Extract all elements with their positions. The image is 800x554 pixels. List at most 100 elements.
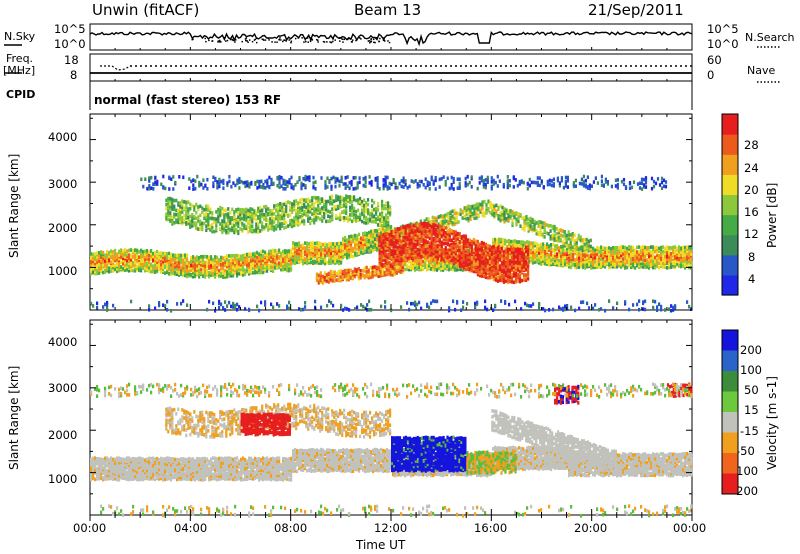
- power-main-band: [222, 264, 225, 269]
- power-main-band: [604, 262, 607, 266]
- power-main-band: [650, 255, 653, 260]
- power-main-band: [252, 261, 255, 266]
- power-top-sparse: [238, 176, 241, 181]
- power-top-sparse: [420, 179, 423, 184]
- power-rising-band: [375, 233, 379, 238]
- power-falling-band: [539, 222, 542, 226]
- power-main-band: [644, 249, 647, 254]
- power-main-band: [680, 257, 683, 262]
- power-main-band: [672, 245, 675, 250]
- power-falling-band: [535, 228, 538, 233]
- power-falling-band: [527, 227, 530, 231]
- power-main-band: [196, 258, 199, 262]
- power-upper-band: [351, 213, 354, 217]
- power-upper-band: [189, 214, 192, 219]
- power-upper-band: [177, 208, 180, 213]
- power-main-band: [604, 265, 607, 269]
- power-top-sparse: [458, 177, 461, 182]
- power-rising-band: [463, 206, 466, 210]
- power-falling-band: [563, 241, 566, 246]
- power-main-band: [256, 259, 259, 263]
- power-main-band: [288, 256, 291, 261]
- power-main-band: [314, 254, 317, 259]
- power-main-band: [150, 257, 153, 261]
- power-top-sparse: [512, 185, 515, 189]
- power-top-sparse: [486, 180, 489, 184]
- power-upper-band: [339, 205, 342, 209]
- power-upper-band: [209, 207, 212, 211]
- power-main-band: [414, 261, 417, 265]
- power-top-sparse: [498, 179, 501, 183]
- noise-search-dot: [348, 37, 351, 40]
- power-main-band: [324, 261, 327, 266]
- power-upper-band: [239, 209, 242, 214]
- power-falling-band: [501, 217, 504, 222]
- power-main-band: [204, 267, 207, 272]
- power-main-band: [222, 258, 225, 262]
- power-upper-band: [261, 212, 264, 216]
- power-main-band: [364, 245, 367, 250]
- power-top-sparse: [594, 176, 597, 180]
- power-upper-band: [367, 211, 370, 216]
- power-main-band: [552, 242, 555, 247]
- power-top-sparse: [534, 180, 537, 185]
- power-main-band: [110, 249, 113, 253]
- power-main-band: [616, 261, 619, 266]
- power-main-band: [652, 256, 655, 260]
- power-upper-band: [285, 225, 288, 229]
- power-upper-band: [187, 200, 190, 204]
- power-upper-band: [273, 212, 276, 216]
- power-top-sparse: [438, 177, 441, 182]
- power-upper-band: [345, 207, 348, 211]
- power-main-band: [238, 254, 241, 258]
- power-main-band: [548, 253, 551, 257]
- power-top-sparse: [536, 183, 539, 187]
- power-main-band: [550, 262, 553, 267]
- power-main-band: [262, 266, 265, 270]
- power-main-band: [650, 250, 653, 254]
- power-top-sparse: [320, 176, 323, 180]
- power-main-band: [140, 259, 143, 263]
- power-top-sparse: [204, 183, 207, 188]
- power-main-band: [354, 252, 357, 256]
- nave-trace-start: [100, 65, 131, 71]
- power-falling-band: [545, 231, 548, 235]
- power-main-band: [212, 271, 215, 275]
- power-main-band: [678, 245, 681, 249]
- power-upper-band: [215, 217, 218, 221]
- power-main-band: [356, 242, 359, 247]
- power-falling-band: [541, 221, 544, 225]
- power-main-band: [168, 272, 171, 276]
- power-main-band: [624, 264, 627, 268]
- power-main-band: [170, 258, 173, 262]
- power-main-band: [620, 248, 623, 253]
- power-upper-band: [237, 207, 240, 212]
- power-main-band: [332, 244, 335, 248]
- power-main-band: [522, 242, 525, 247]
- power-main-band: [182, 253, 185, 258]
- power-main-band: [614, 263, 617, 268]
- power-main-band: [200, 259, 203, 263]
- power-main-band: [608, 261, 611, 266]
- power-main-band: [174, 271, 177, 275]
- power-upper-band: [295, 209, 298, 213]
- power-top-sparse: [350, 182, 353, 187]
- power-main-band: [120, 265, 123, 269]
- power-rising-band: [471, 204, 474, 209]
- power-upper-band: [379, 222, 382, 226]
- power-falling-band: [505, 211, 508, 215]
- power-top-sparse: [386, 187, 389, 191]
- power-falling-band: [561, 229, 564, 233]
- power-main-band: [536, 253, 539, 258]
- power-top-sparse: [492, 182, 495, 186]
- power-main-band: [350, 254, 353, 258]
- power-main-band: [184, 253, 187, 257]
- power-main-band: [610, 252, 613, 256]
- power-main-band: [314, 241, 317, 246]
- power-main-band: [182, 268, 185, 272]
- power-main-band: [606, 246, 609, 251]
- power-main-band: [156, 254, 159, 258]
- power-main-band: [610, 257, 613, 261]
- freq-right-bottom-tick: 0: [707, 68, 715, 82]
- power-falling-band: [495, 203, 498, 208]
